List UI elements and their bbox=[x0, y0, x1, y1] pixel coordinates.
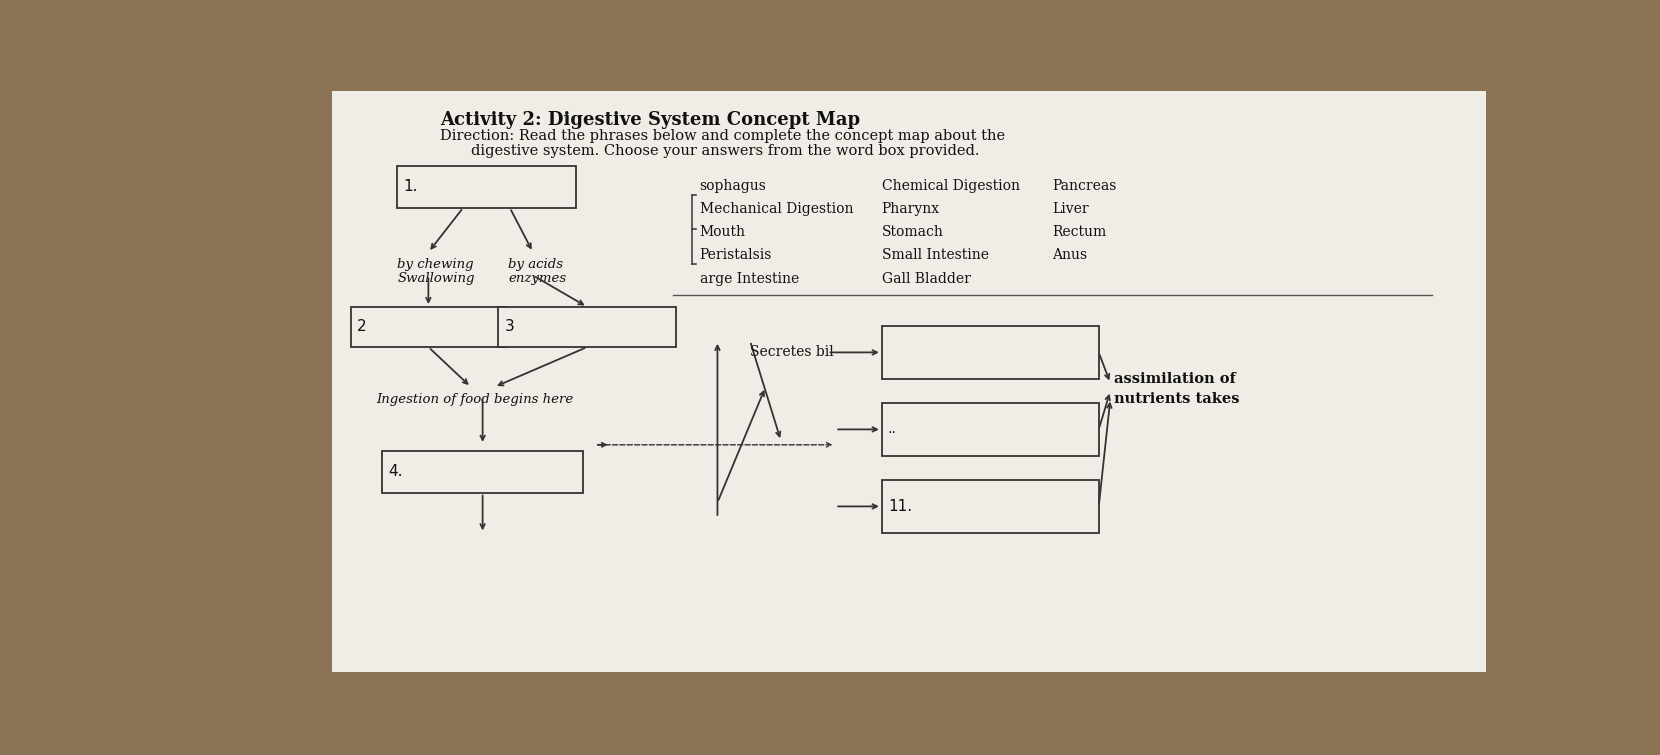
Text: Mechanical Digestion: Mechanical Digestion bbox=[699, 202, 853, 216]
Text: Secretes bil: Secretes bil bbox=[750, 345, 833, 359]
Bar bbox=[498, 307, 676, 347]
Text: Swallowing: Swallowing bbox=[397, 272, 475, 285]
Text: Rectum: Rectum bbox=[1052, 225, 1107, 239]
Text: 1.: 1. bbox=[403, 180, 418, 194]
Text: Stomach: Stomach bbox=[881, 225, 943, 239]
Text: arge Intestine: arge Intestine bbox=[699, 272, 798, 285]
Text: Chemical Digestion: Chemical Digestion bbox=[881, 179, 1019, 193]
Text: Ingestion of food begins here: Ingestion of food begins here bbox=[377, 393, 574, 406]
Text: 4.: 4. bbox=[388, 464, 403, 479]
Text: ..: .. bbox=[888, 422, 896, 436]
Text: Liver: Liver bbox=[1052, 202, 1089, 216]
Text: 3: 3 bbox=[505, 319, 515, 334]
Text: Activity 2: Digestive System Concept Map: Activity 2: Digestive System Concept Map bbox=[440, 112, 860, 129]
Text: enzymes: enzymes bbox=[508, 272, 566, 285]
Bar bbox=[881, 480, 1099, 532]
Text: Pharynx: Pharynx bbox=[881, 202, 940, 216]
Text: 11.: 11. bbox=[888, 499, 911, 514]
Bar bbox=[350, 307, 506, 347]
Bar bbox=[332, 91, 1486, 672]
Bar bbox=[881, 403, 1099, 455]
Text: digestive system. Choose your answers from the word box provided.: digestive system. Choose your answers fr… bbox=[471, 144, 979, 159]
Text: by chewing: by chewing bbox=[397, 257, 475, 271]
Bar bbox=[397, 165, 576, 208]
Text: Anus: Anus bbox=[1052, 248, 1087, 263]
Text: by acids: by acids bbox=[508, 257, 563, 271]
Bar bbox=[881, 326, 1099, 378]
Text: Pancreas: Pancreas bbox=[1052, 179, 1117, 193]
Text: Gall Bladder: Gall Bladder bbox=[881, 272, 971, 285]
Text: Small Intestine: Small Intestine bbox=[881, 248, 989, 263]
Text: 2: 2 bbox=[357, 319, 367, 334]
Text: assimilation of: assimilation of bbox=[1114, 372, 1237, 387]
Bar bbox=[382, 451, 583, 493]
Text: Mouth: Mouth bbox=[699, 225, 745, 239]
Text: Direction: Read the phrases below and complete the concept map about the: Direction: Read the phrases below and co… bbox=[440, 129, 1004, 143]
Text: nutrients takes: nutrients takes bbox=[1114, 392, 1240, 405]
Text: Peristalsis: Peristalsis bbox=[699, 248, 772, 263]
Text: sophagus: sophagus bbox=[699, 179, 767, 193]
